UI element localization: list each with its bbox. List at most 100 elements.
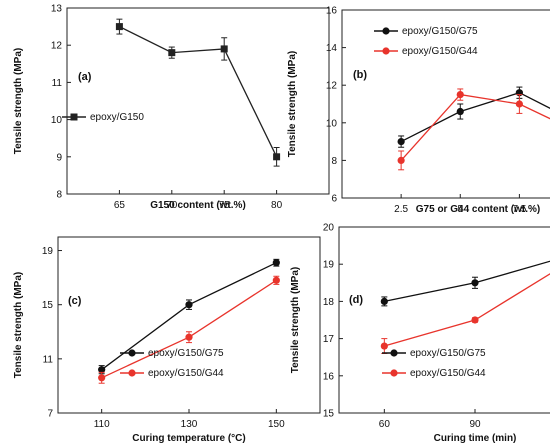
data-point	[98, 366, 106, 374]
data-point	[115, 23, 123, 31]
legend-marker	[382, 47, 390, 55]
legend-marker	[390, 349, 398, 357]
series-line	[119, 26, 278, 158]
legend: epoxy/G150/G75 epoxy/G150/G44	[120, 348, 224, 379]
x-tick-label: 5	[457, 204, 463, 215]
series-1	[98, 258, 280, 375]
x-tick-label: 90	[469, 419, 481, 430]
legend-label: epoxy/G150/G75	[148, 348, 224, 359]
data-point	[515, 100, 523, 108]
chart-panel-4: 1516171819206090120Curing time (min)Tens…	[290, 223, 550, 444]
series-line	[101, 279, 277, 379]
data-point	[98, 374, 106, 382]
x-tick-label: 150	[268, 419, 285, 430]
y-tick-label: 19	[42, 246, 54, 257]
series-2	[98, 275, 280, 384]
data-point	[380, 342, 388, 350]
legend-label: epoxy/G150/G44	[148, 368, 224, 379]
legend-marker	[382, 27, 390, 35]
x-tick-label: 130	[181, 419, 198, 430]
legend-marker	[70, 113, 78, 121]
plot-frame	[66, 7, 330, 195]
x-axis-title: G150 content (wt.%)	[150, 200, 246, 211]
data-point	[273, 153, 281, 161]
legend: epoxy/G150/G75 epoxy/G150/G44	[382, 348, 486, 379]
x-tick-label: 65	[114, 200, 126, 211]
series-1	[380, 260, 550, 307]
chart-panel-3: 7 11 15 19 110 130 150 Curing temperature (°C) T…	[13, 236, 321, 444]
x-axis-title: Curing time (min)	[434, 433, 517, 444]
data-point	[397, 156, 405, 164]
panel-label: (c)	[68, 295, 82, 307]
series-2	[397, 88, 550, 171]
legend-marker	[128, 349, 136, 357]
y-tick-label: 10	[326, 118, 338, 129]
chart-panel-1: 8 9 10 11 12 13 65 70 75 80 G150 content (wt.%) Ten…	[13, 4, 330, 211]
series-2	[380, 273, 550, 354]
data-point	[471, 316, 479, 324]
y-tick-label: 13	[51, 4, 63, 15]
x-tick-label: 2.5	[394, 204, 408, 215]
data-point	[272, 276, 280, 284]
panel-label: (b)	[353, 69, 367, 81]
legend: epoxy/G150/G75 epoxy/G150/G44	[374, 26, 478, 57]
plot-frame	[57, 236, 321, 414]
data-point	[168, 49, 176, 57]
series-1	[115, 18, 281, 167]
legend: epoxy/G150	[62, 112, 144, 123]
y-tick-label: 10	[51, 115, 63, 126]
y-axis-title: Tensile strength (MPa)	[13, 272, 24, 379]
y-axis-title: Tensile strength (MPa)	[287, 51, 298, 158]
series-line	[400, 93, 550, 161]
y-tick-label: 11	[43, 354, 54, 365]
data-point	[185, 301, 193, 309]
data-point	[220, 45, 228, 53]
y-tick-label: 8	[56, 190, 62, 201]
x-axis-title: G75 or G44 content (wt.%)	[416, 204, 540, 215]
data-point	[456, 91, 464, 99]
y-tick-label: 15	[42, 300, 54, 311]
data-point	[272, 259, 280, 267]
series-line	[384, 260, 550, 303]
y-tick-label: 16	[323, 371, 335, 382]
plot-frame	[338, 226, 550, 414]
y-tick-label: 12	[51, 41, 63, 52]
legend-marker	[128, 369, 136, 377]
y-tick-label: 7	[47, 409, 53, 420]
y-tick-label: 6	[331, 194, 337, 205]
plot-frame	[341, 9, 550, 199]
y-tick-label: 9	[56, 152, 62, 163]
data-point	[456, 107, 464, 116]
panel-label: (a)	[78, 71, 92, 83]
series-line	[384, 273, 550, 347]
x-tick-label: 7.5	[512, 204, 526, 215]
panel-label: (d)	[349, 294, 363, 306]
legend-marker	[390, 369, 398, 377]
y-axis-title: Tensile strength (MPa)	[13, 48, 24, 155]
x-tick-label: 75	[219, 200, 231, 211]
y-tick-label: 14	[326, 43, 338, 54]
data-point	[380, 297, 388, 305]
y-tick-label: 20	[323, 223, 335, 234]
y-tick-label: 11	[52, 78, 63, 89]
series-line	[400, 92, 550, 143]
legend-label: epoxy/G150/G44	[402, 46, 478, 57]
y-axis-title: Tensile strength (MPa)	[290, 267, 301, 374]
data-point	[471, 279, 479, 287]
y-tick-label: 15	[323, 409, 335, 420]
y-tick-label: 19	[323, 260, 335, 271]
y-tick-label: 12	[326, 81, 338, 92]
data-point	[397, 138, 405, 146]
x-axis-title: Curing temperature (°C)	[132, 433, 245, 444]
x-tick-label: 80	[271, 200, 283, 211]
legend-label: epoxy/G150/G75	[410, 348, 486, 359]
legend-label: epoxy/G150/G44	[410, 368, 486, 379]
legend-label: epoxy/G150/G75	[402, 26, 478, 37]
y-tick-label: 8	[331, 156, 337, 167]
data-point	[185, 333, 193, 341]
legend-label: epoxy/G150	[90, 112, 144, 123]
x-tick-label: 60	[379, 419, 391, 430]
y-tick-label: 16	[326, 6, 338, 17]
